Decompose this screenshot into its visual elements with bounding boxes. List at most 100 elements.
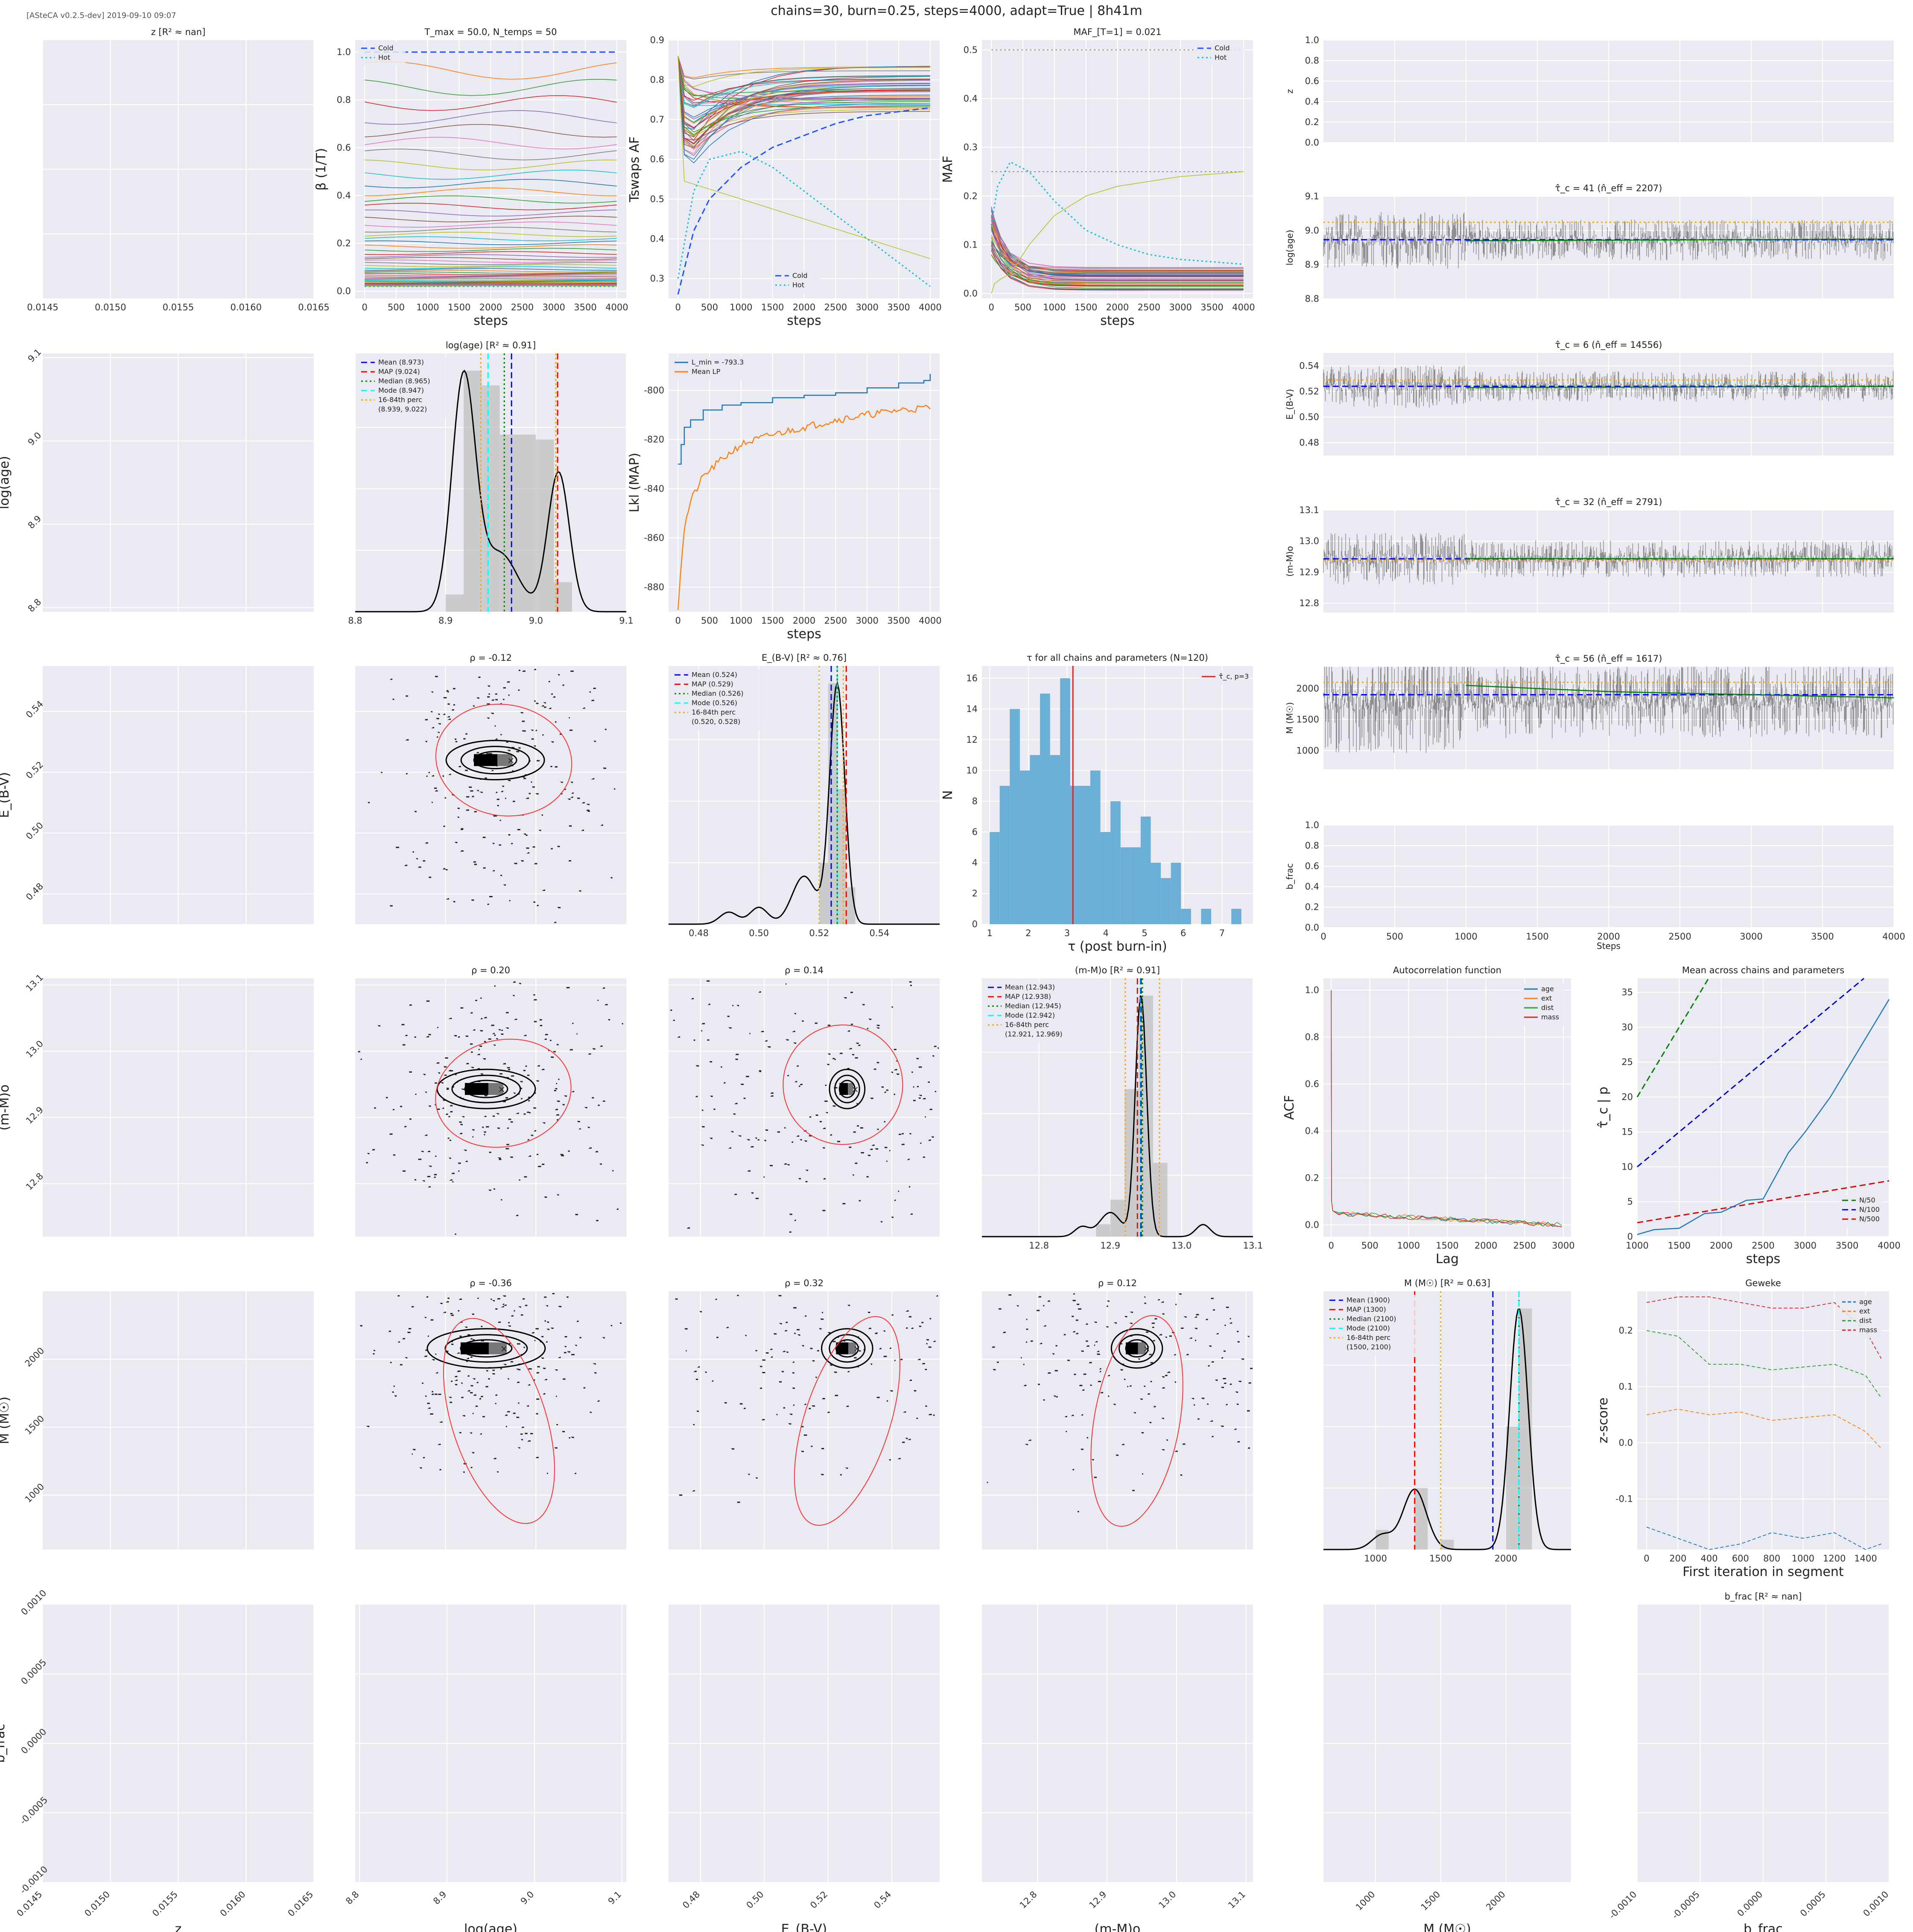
x-tick-label: 13.1 (1226, 1889, 1247, 1911)
legend-entry: τ̂_c, p=3 (1219, 672, 1249, 681)
x-tick-label: 2500 (1668, 931, 1691, 942)
x-axis-label: τ (post burn-in) (1068, 939, 1167, 954)
y-tick-label: 0.54 (1299, 361, 1319, 371)
temperature-line (365, 179, 617, 188)
x-axis-label: b_frac (1744, 1922, 1783, 1932)
panel-background (669, 1291, 940, 1550)
panel-trace-ext: 0.48 0.50 0.52 0.54 τ̂_c = 6 (n̂_eff = 14556… (1285, 340, 1894, 455)
x-tick-label: 500 (388, 302, 405, 312)
y-tick-label: 0 (1627, 1232, 1633, 1242)
temperature-line (365, 159, 617, 171)
panel-dist-empty: 12.8 12.9 13.0 13.1 (m-M)o (0, 972, 314, 1237)
y-axis-label: M (M☉) (0, 1397, 12, 1445)
x-tick-label: 0.48 (681, 1889, 702, 1911)
y-tick-label: 0.48 (1299, 438, 1319, 448)
x-axis-label: Lag (1436, 1252, 1459, 1267)
y-tick-label: 9.1 (26, 347, 44, 365)
legend-box (672, 357, 745, 380)
panel-title: M (M☉) [R² ≈ 0.63] (1404, 1278, 1490, 1288)
x-tick-label: 8.8 (344, 1889, 361, 1907)
acf-line (1331, 990, 1562, 1228)
legend-box (1199, 671, 1246, 685)
reference-line (1637, 1180, 1890, 1223)
x-tick-label: 2000 (793, 616, 815, 626)
acf-line (1331, 990, 1562, 1227)
temperature-line (365, 149, 617, 161)
y-tick-label: 0.2 (1305, 902, 1319, 912)
panel-title: (m-M)o [R² ≈ 0.91] (1075, 965, 1160, 975)
x-tick-label: 0 (362, 302, 367, 312)
x-axis-label: steps (787, 313, 821, 328)
y-tick-label: 0.8 (650, 75, 664, 85)
contour-line (821, 1328, 873, 1369)
contour-line (451, 1074, 521, 1103)
y-tick-label: 2000 (1297, 683, 1319, 694)
y-tick-label: 0.2 (1619, 1325, 1633, 1336)
y-tick-label: 8.9 (1305, 260, 1319, 270)
x-tick-label: 2000 (479, 302, 502, 312)
x-tick-label: 500 (701, 302, 718, 312)
x-tick-label: 1500 (1419, 1889, 1443, 1913)
mean-marker: × (1143, 1344, 1151, 1354)
x-tick-label: 2500 (1752, 1240, 1774, 1251)
x-tick-label: 4 (1103, 928, 1109, 938)
running-mean-line (1466, 238, 1894, 242)
density-core (848, 1083, 853, 1095)
y-tick-label: 0 (972, 919, 978, 929)
y-axis-label: β (1/T) (314, 148, 329, 191)
temperature-line (365, 273, 617, 275)
x-axis-label: steps (1100, 313, 1135, 328)
x-axis-label: E_(B-V) (781, 1922, 827, 1932)
geweke-line (1646, 1409, 1882, 1449)
legend-box (773, 270, 820, 293)
panel-title: b_frac [R² ≈ nan] (1725, 1591, 1802, 1602)
legend-entry: MAP (0.529) (692, 680, 733, 688)
panel-title: E_(B-V) [R² ≈ 0.76] (762, 653, 847, 663)
tswap-line (678, 56, 930, 130)
y-tick-label: 0.0 (337, 286, 351, 296)
contour-line (426, 1328, 546, 1369)
density-core (474, 754, 498, 766)
y-tick-label: -0.1 (1615, 1494, 1633, 1504)
x-tick-label: 2000 (1710, 1240, 1732, 1251)
tswap-line (678, 56, 930, 160)
y-axis-label: (m-M)o (1285, 546, 1295, 577)
temperature-line (365, 231, 617, 237)
x-tick-label: 3500 (1811, 931, 1834, 942)
legend-entry: dist (1541, 1004, 1554, 1012)
mean-marker: × (851, 1084, 859, 1094)
x-tick-label: 4000 (1232, 302, 1255, 312)
y-axis-label: z-score (1596, 1398, 1611, 1443)
panel-beta-temps: 0 500 1000 1500 2000 2500 3000 3500 4000 0.0 0.2 0.… (314, 27, 628, 328)
x-tick-label: 0.0160 (218, 1889, 248, 1919)
contour-line (460, 746, 530, 775)
contour-line (835, 1339, 859, 1358)
panel-title: ρ = -0.12 (470, 653, 512, 663)
y-tick-label: 0.6 (650, 154, 664, 164)
contour-line (829, 1334, 866, 1363)
y-tick-label: 0.4 (964, 93, 978, 104)
x-tick-label: 3000 (1552, 1240, 1574, 1251)
x-tick-label: 4000 (919, 616, 941, 626)
density-core (848, 1342, 856, 1354)
legend-entry: Mean (1900) (1346, 1296, 1390, 1304)
x-tick-label: 1500 (761, 302, 784, 312)
legend-entry: Median (0.526) (692, 689, 744, 698)
legend-entry: (0.520, 0.528) (692, 718, 740, 726)
temperature-line (365, 280, 617, 282)
legend-entry: Mean (12.943) (1005, 983, 1055, 991)
tswap-line (678, 56, 930, 99)
lmin-line (678, 374, 931, 465)
y-tick-label: -880 (644, 582, 664, 592)
legend-box (672, 669, 766, 730)
tau-bar (990, 832, 1000, 924)
maf-line (991, 217, 1244, 283)
density-core (1138, 1342, 1146, 1354)
legend-entry: mass (1541, 1013, 1559, 1021)
x-tick-label: 1000 (730, 616, 752, 626)
tau-bar (1100, 832, 1111, 924)
density-core (464, 1083, 488, 1095)
temperature-line (365, 271, 617, 274)
panel-background (669, 978, 940, 1237)
